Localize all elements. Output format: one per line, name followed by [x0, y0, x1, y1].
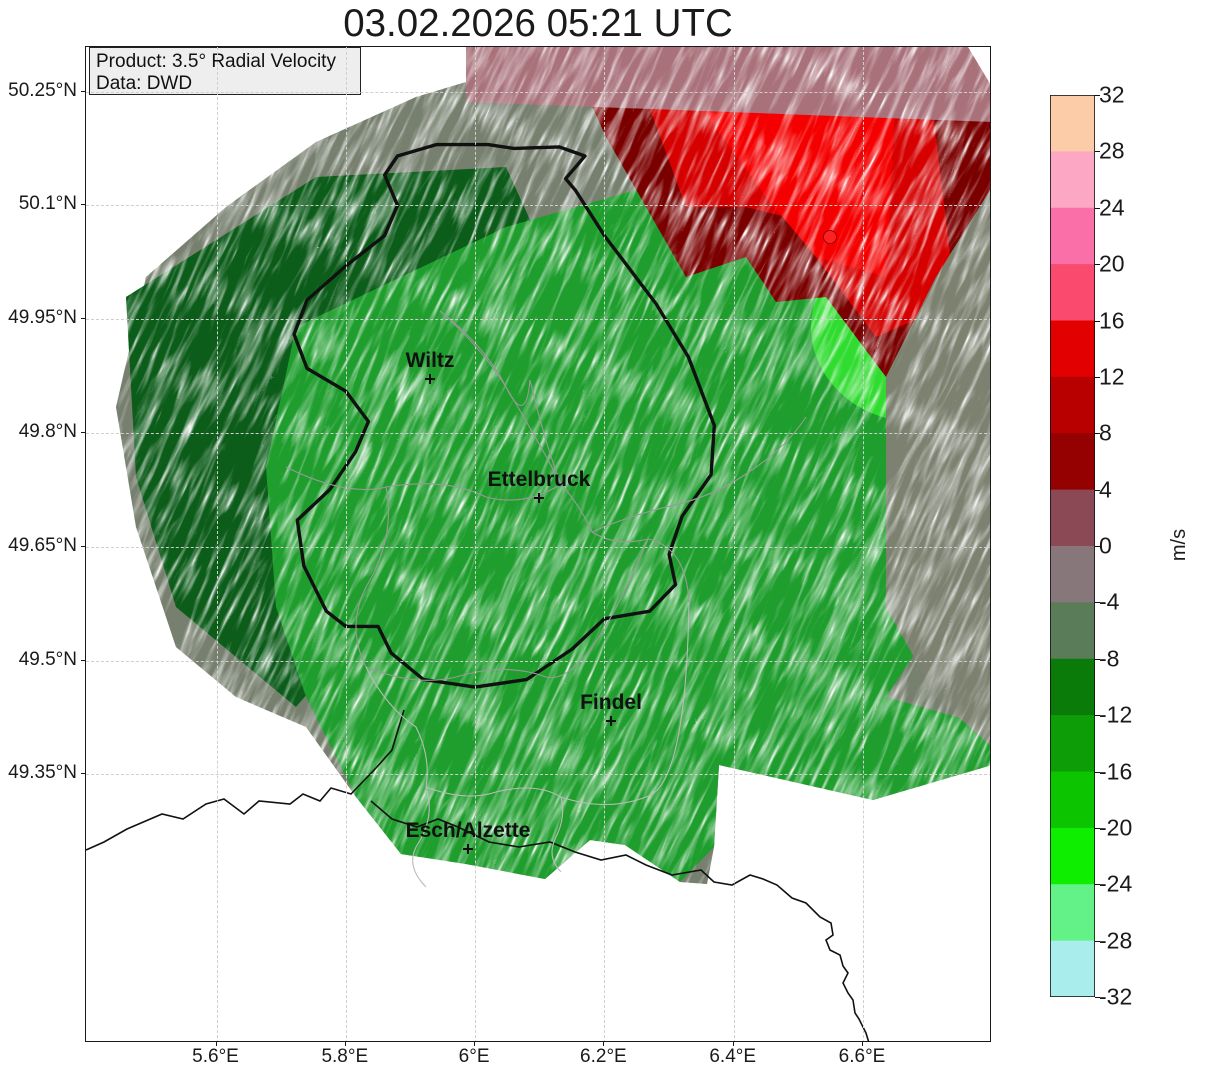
- svg-text:Esch/Alzette: Esch/Alzette: [406, 819, 531, 842]
- svg-text:Ettelbruck: Ettelbruck: [488, 468, 591, 491]
- svg-text:Wiltz: Wiltz: [406, 349, 455, 372]
- svg-text:Findel: Findel: [580, 691, 642, 714]
